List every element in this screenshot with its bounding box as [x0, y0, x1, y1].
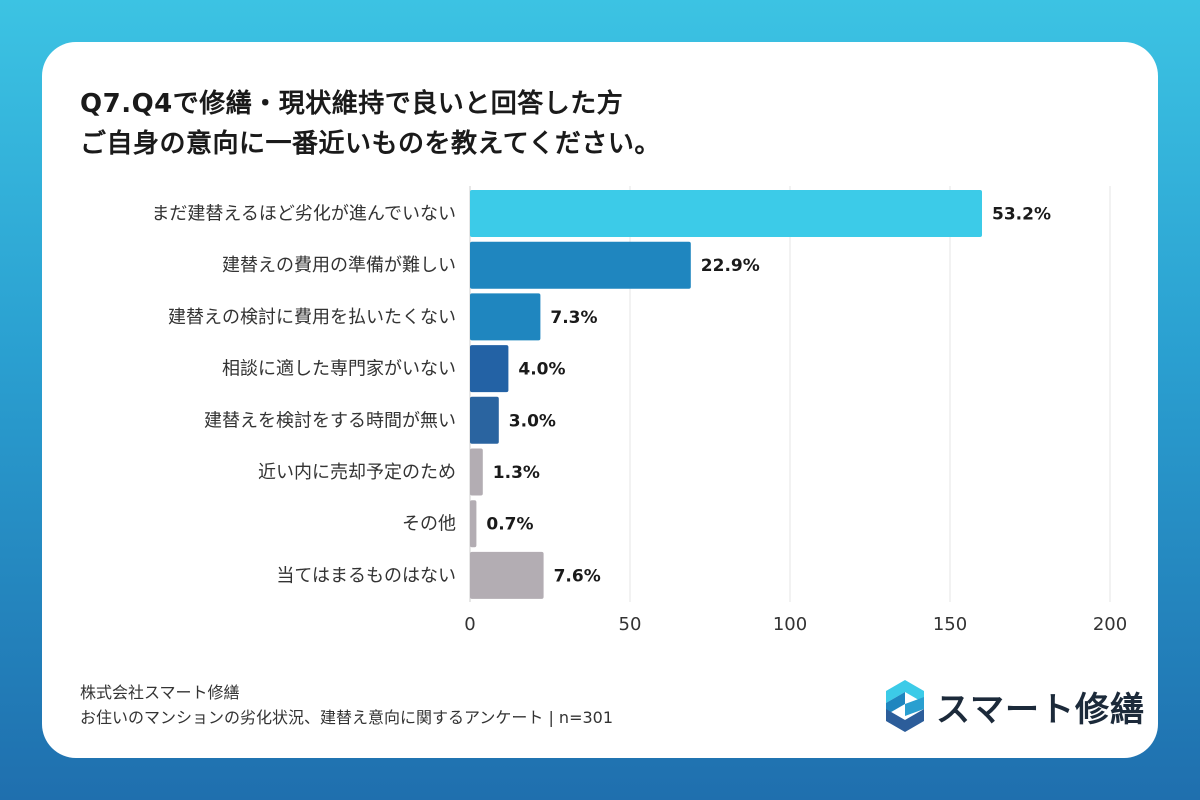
chart-title: Q7.Q4で修繕・現状維持で良いと回答した方 ご自身の意向に一番近いものを教えて…: [80, 84, 661, 164]
x-axis-ticks: 0 50 100 150 200: [464, 614, 1127, 635]
category-label: 相談に適した専門家がいない: [222, 359, 456, 380]
bars: [470, 190, 982, 599]
logo-s-icon: [886, 680, 924, 732]
value-label: 22.9%: [701, 256, 760, 276]
chart-title-line1: Q7.Q4で修繕・現状維持で良いと回答した方: [80, 89, 624, 119]
bar: [470, 448, 483, 496]
value-label: 7.6%: [554, 566, 601, 586]
value-label: 1.3%: [493, 463, 540, 483]
bar: [470, 293, 541, 341]
value-label: 4.0%: [518, 360, 565, 380]
bar: [470, 190, 982, 237]
value-labels: 53.2% 22.9% 7.3% 4.0% 3.0% 1.3% 0.7% 7.6%: [486, 205, 1051, 587]
chart-card: [42, 42, 1158, 758]
value-label: 0.7%: [486, 515, 533, 535]
bar: [470, 345, 509, 393]
footer-company: 株式会社スマート修繕: [80, 683, 240, 702]
x-tick-label: 200: [1093, 614, 1127, 635]
category-label: 建替えを検討をする時間が無い: [204, 410, 456, 431]
bar: [470, 241, 691, 289]
category-label: 建替えの費用の準備が難しい: [222, 255, 456, 276]
value-label: 3.0%: [509, 411, 556, 431]
x-tick-label: 50: [619, 614, 642, 635]
bar: [470, 500, 477, 548]
footer-survey: お住いのマンションの劣化状況、建替え意向に関するアンケート | n=301: [80, 708, 614, 727]
x-tick-label: 0: [464, 614, 475, 635]
chart-title-line2: ご自身の意向に一番近いものを教えてください。: [80, 129, 661, 159]
x-tick-label: 100: [773, 614, 807, 635]
brand-logo: スマート修繕: [884, 678, 1145, 734]
footer: 株式会社スマート修繕 お住いのマンションの劣化状況、建替え意向に関するアンケート…: [80, 680, 613, 730]
value-label: 7.3%: [550, 308, 597, 328]
bar: [470, 396, 499, 444]
logo-text: スマート修繕: [936, 689, 1145, 730]
value-label: 53.2%: [992, 205, 1051, 225]
category-labels: まだ建替えるほど劣化が進んでいない建替えの費用の準備が難しい建替えの検討に費用を…: [151, 204, 456, 587]
category-label: まだ建替えるほど劣化が進んでいない: [151, 204, 456, 225]
category-label: その他: [402, 514, 456, 535]
bar: [470, 551, 544, 599]
category-label: 建替えの検討に費用を払いたくない: [168, 307, 456, 328]
x-tick-label: 150: [933, 614, 967, 635]
category-label: 当てはまるものはない: [276, 565, 456, 586]
category-label: 近い内に売却予定のため: [258, 462, 456, 483]
